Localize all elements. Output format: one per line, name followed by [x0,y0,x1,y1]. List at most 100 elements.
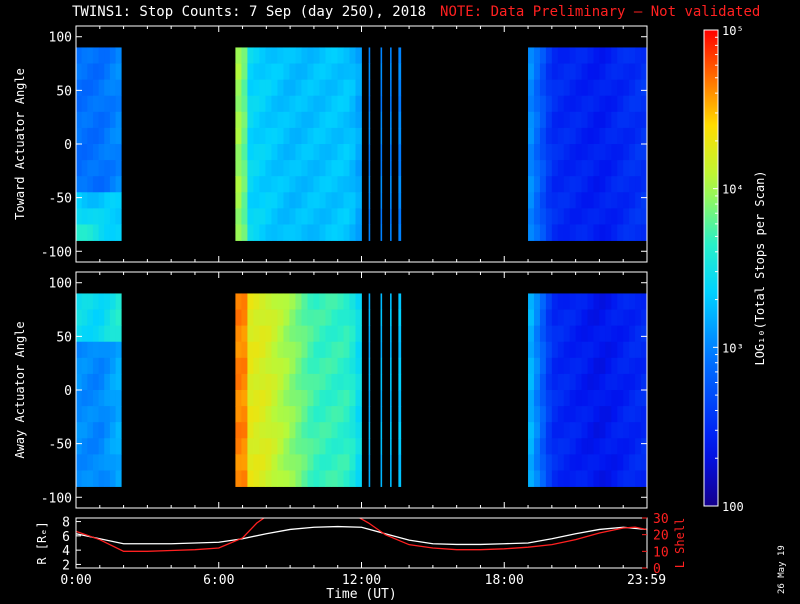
date-stamp-svg: 26 May 19 [777,545,787,594]
heatmap-cell [551,160,559,177]
heatmap-cell [295,293,302,310]
heatmap-cell [331,127,338,145]
heatmap-cell [301,208,308,225]
heatmap-cell [295,160,302,177]
heatmap-cell [319,309,326,327]
heatmap-cell [259,309,266,327]
heatmap-cell [313,47,320,64]
heatmap-cell [575,111,582,129]
heatmap-cell [259,422,266,439]
y-tick-label: -100 [41,491,72,506]
heatmap-cell [623,341,630,359]
heatmap-cell [569,309,577,327]
heatmap-cell [575,454,582,471]
heatmap-cell [289,390,296,407]
heatmap-cell [533,325,541,343]
heatmap-cell [635,373,642,391]
heatmap-cell [109,208,116,225]
heatmap-cell [593,63,600,81]
heatmap-cell [301,422,308,439]
heatmap-cell [563,208,571,225]
heatmap-cell [623,406,630,423]
heatmap-cell [331,79,338,97]
heatmap-cell [301,176,308,193]
heatmap-cell [349,176,356,193]
heatmap-cell [337,390,344,407]
heatmap-cell [325,95,332,113]
heatmap-cell [355,144,362,161]
heatmap-cell [307,208,314,225]
l-shell-series-line [76,518,647,552]
heatmap-cell [109,357,116,375]
heatmap-cell [115,390,122,407]
heatmap-cell [331,160,338,177]
heatmap-cell [380,309,383,327]
heatmap-cell [528,373,535,391]
heatmap-cell [313,357,320,375]
heatmap-cell [581,341,588,359]
heatmap-cell [301,224,308,241]
heatmap-cell [563,390,571,407]
heatmap-cell [605,406,612,423]
heatmap-cell [343,373,350,391]
heatmap-cell [611,470,618,487]
heatmap-cell [87,192,94,209]
heatmap-cell [319,47,326,64]
heatmap-cell [283,127,290,145]
heatmap-cell [319,127,326,145]
heatmap-cell [319,325,326,343]
heatmap-cell [253,79,260,97]
heatmap-cell [605,293,612,310]
heatmap-cell [319,357,326,375]
heatmap-cell [575,176,582,193]
heatmap-cell [551,357,559,375]
heatmap-cell [337,224,344,241]
heatmap-cell [551,47,559,64]
heatmap-cell [265,357,272,375]
heatmap-cell [575,325,582,343]
heatmap-cell [343,357,350,375]
heatmap-cell [581,144,588,161]
heatmap-cell [557,63,565,81]
heatmap-cell [593,373,600,391]
heatmap-cell [528,160,535,177]
heatmap-cell [390,325,392,343]
heatmap-cell [368,357,371,375]
heatmap-cell [539,47,547,64]
heatmap-cell [109,176,116,193]
heatmap-cell [641,224,648,241]
heatmap-cell [301,438,308,455]
heatmap-cell [253,144,260,161]
heatmap-cell [104,47,111,64]
heatmap-cell [277,47,284,64]
heatmap-cell [349,454,356,471]
heatmap-cell [390,111,392,129]
heatmap-cell [277,454,284,471]
heatmap-cell [551,325,559,343]
heatmap-cell [76,325,83,343]
heatmap-cell [259,357,266,375]
heatmap-cell [611,144,618,161]
heatmap-cell [253,95,260,113]
heatmap-cell [259,470,266,487]
heatmap-cell [539,144,547,161]
heatmap-cell [98,470,105,487]
heatmap-cell [235,293,242,310]
heatmap-cell [319,111,326,129]
heatmap-cell [569,111,577,129]
heatmap-cell [641,470,648,487]
heatmap-cell [368,111,371,129]
heatmap-cell [115,422,122,439]
heatmap-cell [398,176,402,193]
heatmap-cell [635,470,642,487]
heatmap-cell [259,144,266,161]
heatmap-cell [390,144,392,161]
heatmap-cell [92,160,100,177]
heatmap-cell [104,79,111,97]
heatmap-cell [337,160,344,177]
heatmap-cell [289,208,296,225]
heatmap-cell [115,224,122,241]
heatmap-cell [587,454,594,471]
heatmap-cell [265,422,272,439]
heatmap-cell [104,95,111,113]
